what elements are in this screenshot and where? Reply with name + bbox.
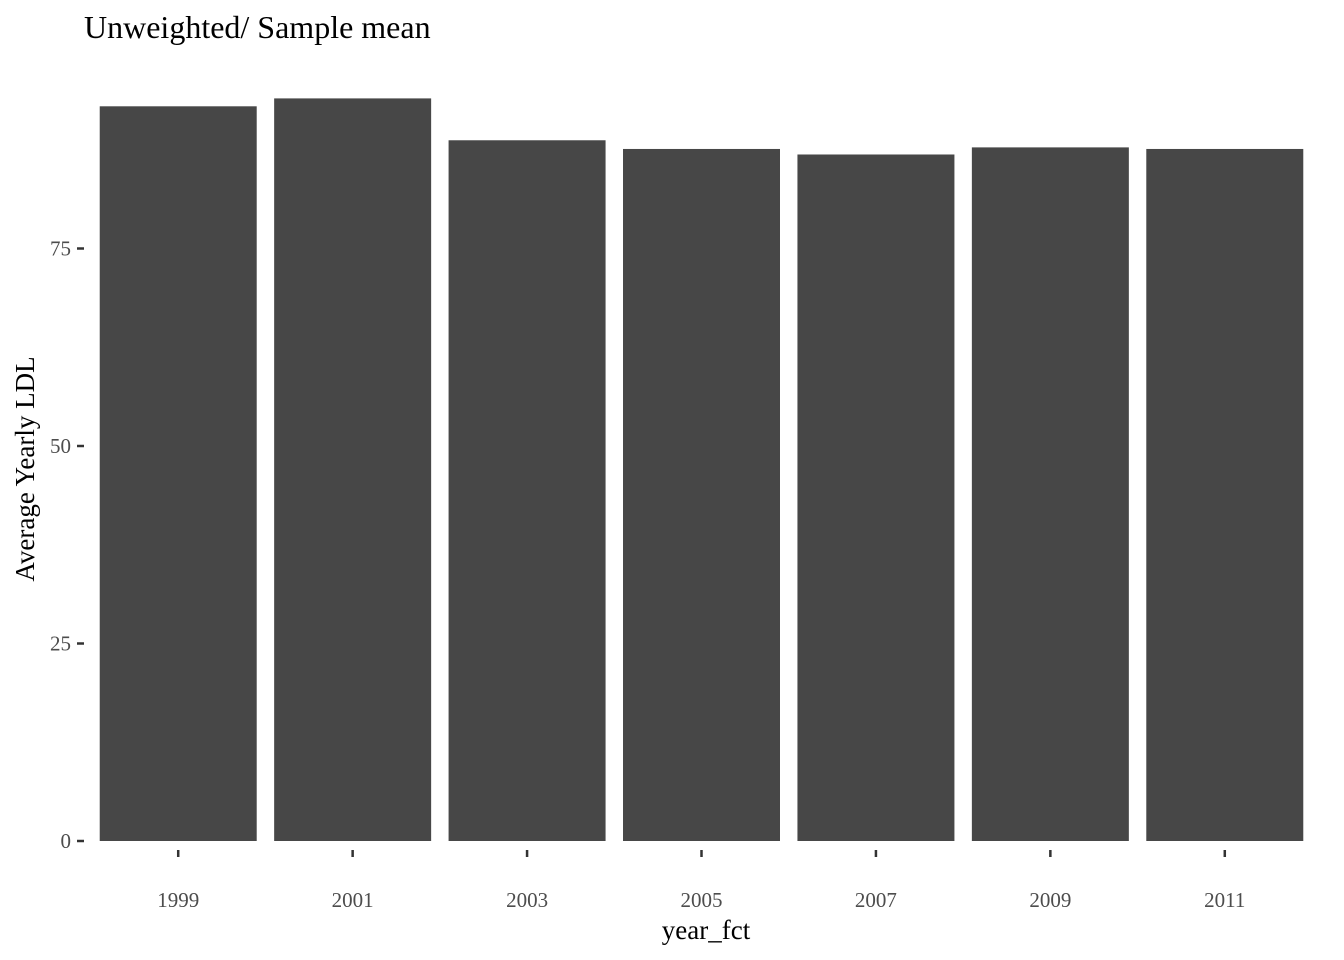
x-tick-label-2011: 2011 xyxy=(1204,888,1245,912)
bar-2009 xyxy=(971,147,1129,841)
y-tick-label-50: 50 xyxy=(50,434,71,458)
bar-2007 xyxy=(797,154,955,842)
y-tick-label-75: 75 xyxy=(50,237,71,261)
chart-title: Unweighted/ Sample mean xyxy=(84,9,431,45)
bar-2011 xyxy=(1146,148,1304,841)
bar-1999 xyxy=(99,106,257,842)
x-axis: 1999 2001 2003 2005 2007 2009 2011 xyxy=(157,850,1245,912)
bar-2005 xyxy=(623,148,780,841)
y-axis: 0 25 50 75 xyxy=(50,237,84,853)
x-tick-label-2003: 2003 xyxy=(506,888,548,912)
x-tick-label-2009: 2009 xyxy=(1029,888,1071,912)
x-tick-label-2007: 2007 xyxy=(855,888,897,912)
y-axis-title: Average Yearly LDL xyxy=(10,356,40,581)
x-axis-title: year_fct xyxy=(662,915,751,945)
bar-2001 xyxy=(274,98,432,841)
y-tick-label-25: 25 xyxy=(50,632,71,656)
y-tick-label-0: 0 xyxy=(61,829,72,853)
x-tick-label-2005: 2005 xyxy=(681,888,723,912)
bars xyxy=(99,98,1304,842)
x-tick-label-1999: 1999 xyxy=(157,888,199,912)
bar-2003 xyxy=(448,140,606,841)
x-tick-label-2001: 2001 xyxy=(332,888,374,912)
